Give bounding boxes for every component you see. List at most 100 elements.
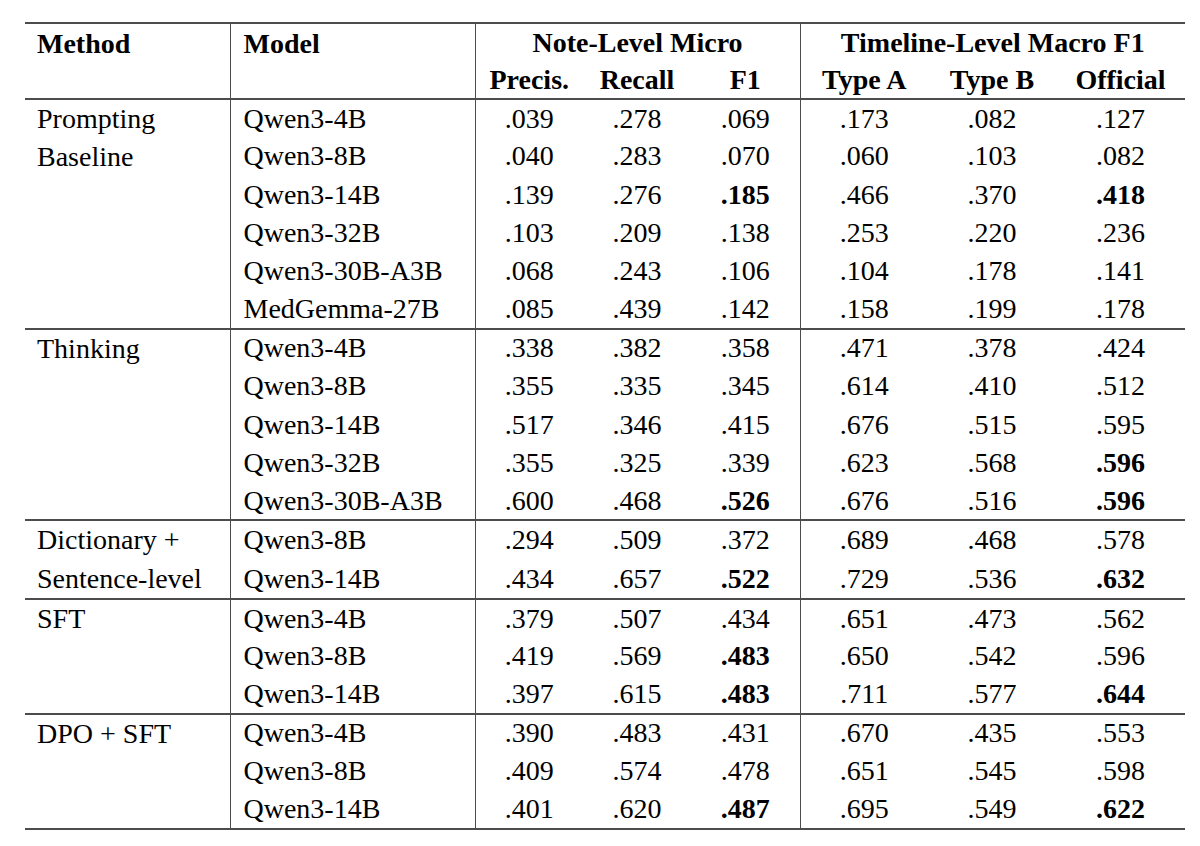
model-cell: Qwen3-8B [230,752,475,790]
metric-cell: .158 [800,290,928,328]
metric-cell: .466 [800,176,928,214]
metric-cell: .220 [928,214,1056,252]
col-header-precision: Precis. [475,61,583,99]
table-row: Dictionary + Sentence-levelQwen3-8B.294.… [25,520,1185,559]
metric-cell: .676 [800,482,928,520]
metric-cell: .577 [928,675,1056,713]
col-header-official: Official [1056,61,1185,99]
metric-cell: .372 [691,520,800,559]
metric-cell: .522 [691,560,800,599]
metric-cell: .199 [928,290,1056,328]
col-group-note-level-micro: Note-Level Micro [475,23,800,61]
metric-cell: .236 [1056,214,1185,252]
metric-cell: .545 [928,752,1056,790]
metric-cell: .379 [475,599,583,637]
metric-cell: .670 [800,714,928,752]
metric-cell: .516 [928,482,1056,520]
metric-cell: .409 [475,752,583,790]
metric-cell: .085 [475,290,583,328]
metric-cell: .431 [691,714,800,752]
metric-cell: .397 [475,675,583,713]
metric-cell: .424 [1056,329,1185,367]
metric-cell: .526 [691,482,800,520]
metric-cell: .283 [583,137,691,175]
metric-cell: .473 [928,599,1056,637]
metric-cell: .253 [800,214,928,252]
model-cell: Qwen3-30B-A3B [230,482,475,520]
metric-cell: .138 [691,214,800,252]
metric-cell: .439 [583,290,691,328]
model-cell: Qwen3-4B [230,599,475,637]
metric-cell: .651 [800,599,928,637]
model-cell: MedGemma-27B [230,290,475,328]
metric-cell: .346 [583,405,691,443]
metric-cell: .676 [800,405,928,443]
table-row: SFTQwen3-4B.379.507.434.651.473.562 [25,599,1185,637]
table-row: DPO + SFTQwen3-4B.390.483.431.670.435.55… [25,714,1185,752]
metric-cell: .468 [583,482,691,520]
metric-cell: .410 [928,367,1056,405]
metric-cell: .142 [691,290,800,328]
metric-cell: .622 [1056,790,1185,828]
metric-cell: .487 [691,790,800,828]
metric-cell: .178 [1056,290,1185,328]
method-cell: SFT [25,599,230,714]
metric-cell: .650 [800,637,928,675]
method-cell: Dictionary + Sentence-level [25,520,230,599]
model-cell: Qwen3-8B [230,367,475,405]
metric-cell: .209 [583,214,691,252]
col-group-timeline-level-macro-f1: Timeline-Level Macro F1 [800,23,1185,61]
metric-cell: .325 [583,444,691,482]
metric-cell: .178 [928,252,1056,290]
metric-cell: .039 [475,99,583,137]
metric-cell: .598 [1056,752,1185,790]
metric-cell: .620 [583,790,691,828]
metric-cell: .644 [1056,675,1185,713]
results-table: Method Model Note-Level Micro Timeline-L… [25,22,1185,830]
metric-cell: .549 [928,790,1056,828]
metric-cell: .401 [475,790,583,828]
metric-cell: .382 [583,329,691,367]
metric-cell: .468 [928,520,1056,559]
header-row-groups: Method Model Note-Level Micro Timeline-L… [25,23,1185,61]
metric-cell: .345 [691,367,800,405]
metric-cell: .378 [928,329,1056,367]
metric-cell: .562 [1056,599,1185,637]
metric-cell: .509 [583,520,691,559]
metric-cell: .615 [583,675,691,713]
metric-cell: .070 [691,137,800,175]
model-cell: Qwen3-14B [230,176,475,214]
table-row: Prompting BaselineQwen3-4B.039.278.069.1… [25,99,1185,137]
col-header-model: Model [230,23,475,99]
metric-cell: .483 [583,714,691,752]
table-header: Method Model Note-Level Micro Timeline-L… [25,23,1185,99]
metric-cell: .569 [583,637,691,675]
metric-cell: .483 [691,675,800,713]
method-cell: Prompting Baseline [25,99,230,329]
metric-cell: .574 [583,752,691,790]
metric-cell: .632 [1056,560,1185,599]
metric-cell: .103 [928,137,1056,175]
metric-cell: .355 [475,367,583,405]
method-cell: Thinking [25,329,230,520]
metric-cell: .339 [691,444,800,482]
metric-cell: .434 [691,599,800,637]
metric-cell: .141 [1056,252,1185,290]
metric-cell: .568 [928,444,1056,482]
metric-cell: .243 [583,252,691,290]
metric-cell: .276 [583,176,691,214]
model-cell: Qwen3-4B [230,99,475,137]
metric-cell: .507 [583,599,691,637]
col-header-type-a: Type A [800,61,928,99]
model-cell: Qwen3-14B [230,790,475,828]
metric-cell: .434 [475,560,583,599]
metric-cell: .370 [928,176,1056,214]
metric-cell: .104 [800,252,928,290]
metric-cell: .082 [928,99,1056,137]
metric-cell: .600 [475,482,583,520]
paper-page: Method Model Note-Level Micro Timeline-L… [0,0,1200,846]
model-cell: Qwen3-8B [230,137,475,175]
metric-cell: .355 [475,444,583,482]
metric-cell: .415 [691,405,800,443]
metric-cell: .060 [800,137,928,175]
